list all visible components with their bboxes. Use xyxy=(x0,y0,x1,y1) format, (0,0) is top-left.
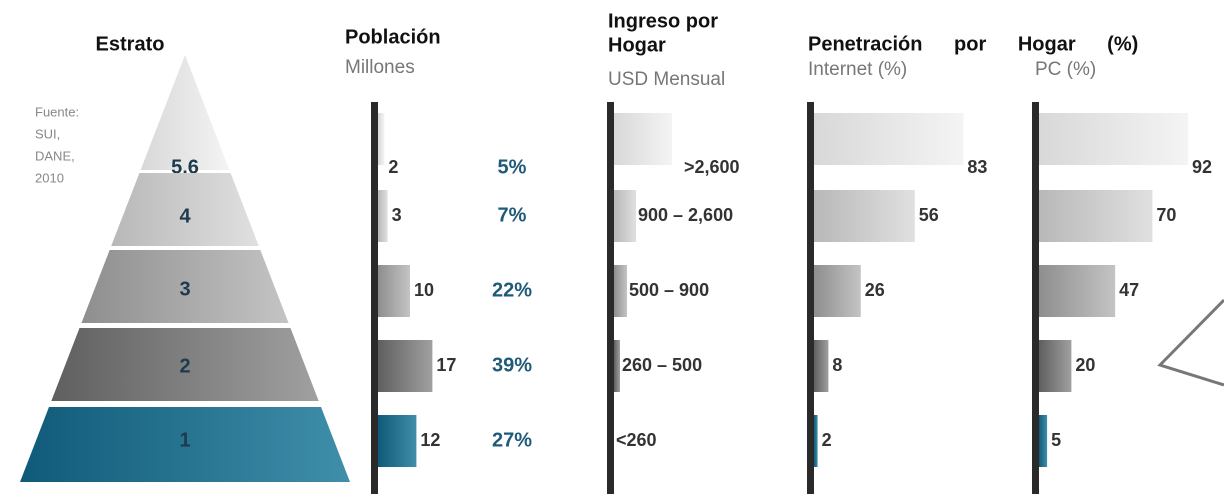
source-text: 2010 xyxy=(35,170,64,185)
pc-bar xyxy=(1039,190,1153,242)
internet-value: 2 xyxy=(822,430,832,450)
level-label: 1 xyxy=(179,429,190,451)
internet-value: 8 xyxy=(832,355,842,375)
income-range: 260 – 500 xyxy=(622,355,702,375)
range-bar xyxy=(614,113,672,165)
internet-value: 26 xyxy=(865,280,885,300)
ingreso-bars xyxy=(614,113,672,392)
population-share: 5% xyxy=(498,156,527,178)
pyramid-tier xyxy=(81,250,289,323)
poblacion-title: Población xyxy=(345,26,441,48)
pc-subtitle: PC (%) xyxy=(1035,59,1096,80)
population-value: 12 xyxy=(420,430,440,450)
pc-value: 20 xyxy=(1075,355,1095,375)
estrato-title: Estrato xyxy=(96,33,165,55)
population-share: 39% xyxy=(492,354,532,376)
axis-line xyxy=(607,102,614,494)
internet-bar xyxy=(814,340,829,392)
pc-value: 47 xyxy=(1119,280,1139,300)
axis-line xyxy=(1032,102,1039,494)
level-label: 3 xyxy=(179,278,190,300)
population-value: 2 xyxy=(388,157,398,177)
axis-line xyxy=(807,102,814,494)
range-bar xyxy=(614,190,636,242)
population-value: 17 xyxy=(436,355,456,375)
population-share: 27% xyxy=(492,429,532,451)
income-range: >2,600 xyxy=(684,157,740,177)
population-bar xyxy=(378,265,410,317)
ingreso-subtitle: USD Mensual xyxy=(608,69,725,90)
pc-bar xyxy=(1039,415,1048,467)
pc-bar xyxy=(1039,340,1072,392)
population-bar xyxy=(378,340,433,392)
population-bar xyxy=(378,415,417,467)
axes xyxy=(371,102,1039,494)
internet-value: 83 xyxy=(967,157,987,177)
decor-triangle xyxy=(1157,298,1224,387)
level-label: 2 xyxy=(179,355,190,377)
pyramid-tier xyxy=(20,407,350,482)
pc-bar xyxy=(1039,265,1116,317)
axis-line xyxy=(371,102,378,494)
internet-bar xyxy=(814,415,818,467)
pc-bar xyxy=(1039,113,1189,165)
internet-bar xyxy=(814,190,915,242)
penetracion-title: Penetración por Hogar (%) xyxy=(808,33,1138,55)
internet-value: 56 xyxy=(919,205,939,225)
pc-value: 5 xyxy=(1051,430,1061,450)
population-share: 7% xyxy=(498,204,527,226)
range-bar xyxy=(614,265,627,317)
internet-bar xyxy=(814,113,964,165)
pc-value: 92 xyxy=(1192,157,1212,177)
pyramid-tier xyxy=(51,328,319,401)
pc-value: 70 xyxy=(1156,205,1176,225)
pyramid-tier xyxy=(140,55,230,170)
level-label: 5.6 xyxy=(171,156,199,178)
pyramid-tier xyxy=(111,173,259,246)
source-text: DANE, xyxy=(35,148,75,163)
internet-bar xyxy=(814,265,861,317)
income-range: 900 – 2,600 xyxy=(638,205,733,225)
income-range: 500 – 900 xyxy=(629,280,709,300)
internet-subtitle: Internet (%) xyxy=(808,59,907,80)
range-bar xyxy=(614,340,620,392)
source-text: SUI, xyxy=(35,126,60,141)
income-range: <260 xyxy=(616,430,657,450)
poblacion-subtitle: Millones xyxy=(345,57,415,78)
level-label: 4 xyxy=(179,205,191,227)
population-bar xyxy=(378,113,385,165)
population-bar xyxy=(378,190,388,242)
population-value: 10 xyxy=(414,280,434,300)
ingreso-title: Hogar xyxy=(608,34,666,56)
ingreso-title: Ingreso por xyxy=(608,10,718,32)
source-text: Fuente: xyxy=(35,104,79,119)
population-value: 3 xyxy=(392,205,402,225)
population-share: 22% xyxy=(492,279,532,301)
